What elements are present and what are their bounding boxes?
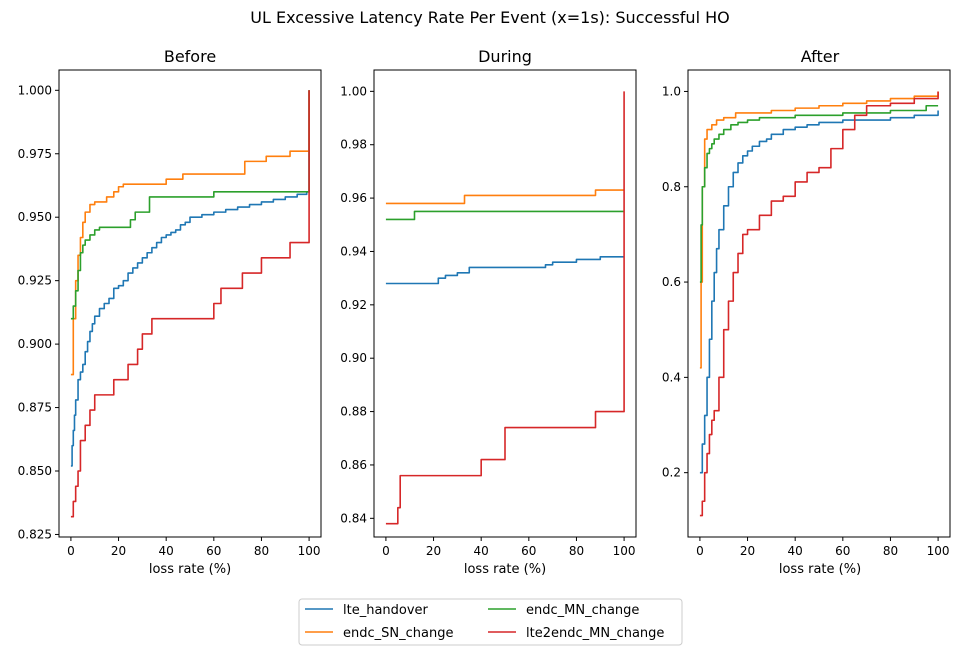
series-line-endc-sn-change-before — [70, 90, 310, 376]
y-tick-label-before: 0.950 — [18, 210, 52, 224]
y-tick-label-before: 0.900 — [18, 337, 52, 351]
x-tick-label-before: 80 — [254, 544, 269, 558]
x-tick-label-before: 20 — [111, 544, 126, 558]
y-tick-label-after: 0.8 — [662, 180, 681, 194]
x-tick-label-during: 0 — [382, 544, 390, 558]
legend: lte_handover endc_SN_change endc_MN_chan… — [298, 598, 683, 646]
y-tick-label-after: 0.2 — [662, 466, 681, 480]
x-axis-label-during: loss rate (%) — [464, 562, 546, 577]
y-tick-label-during: 0.84 — [340, 511, 367, 525]
legend-label-lte-handover: lte_handover — [343, 603, 429, 618]
y-tick-label-before: 0.825 — [18, 527, 52, 541]
x-tick-label-after: 40 — [788, 544, 803, 558]
legend-label-endc-mn-change: endc_MN_change — [526, 603, 639, 618]
panel-after: After loss rate (%) 0 20 40 60 80 100 0.2 0.4 0.… — [662, 47, 951, 577]
y-tick-label-after: 1.0 — [662, 84, 681, 98]
series-group-during — [385, 91, 625, 525]
series-group-before — [70, 90, 310, 518]
y-tick-label-during: 0.94 — [340, 244, 367, 258]
series-line-endc-mn-change-before — [70, 90, 310, 320]
series-group-after — [699, 91, 939, 517]
series-line-endc-mn-change-after — [699, 104, 939, 283]
y-tick-label-before: 0.850 — [18, 464, 52, 478]
x-tick-label-during: 40 — [474, 544, 489, 558]
x-axis-label-after: loss rate (%) — [779, 562, 861, 577]
x-tick-label-during: 80 — [569, 544, 584, 558]
y-tick-label-during: 0.98 — [340, 138, 367, 152]
y-tick-label-during: 0.88 — [340, 405, 367, 419]
axes-frame-during — [373, 69, 637, 538]
x-tick-label-before: 0 — [67, 544, 75, 558]
series-line-endc-sn-change-after — [699, 91, 939, 369]
x-axis-label-before: loss rate (%) — [149, 562, 231, 577]
panel-title-after: After — [801, 47, 840, 66]
x-tick-label-during: 60 — [521, 544, 536, 558]
series-line-lte2endc-mn-change-before — [70, 90, 310, 518]
legend-label-endc-sn-change: endc_SN_change — [343, 626, 453, 641]
y-tick-label-after: 0.6 — [662, 275, 681, 289]
x-tick-label-after: 0 — [696, 544, 704, 558]
series-line-lte-handover-during — [385, 256, 625, 285]
series-line-lte-handover-after — [699, 110, 939, 474]
y-tick-label-before: 1.000 — [18, 83, 52, 97]
x-tick-label-after: 80 — [883, 544, 898, 558]
x-tick-label-during: 20 — [426, 544, 441, 558]
series-line-endc-mn-change-during — [385, 210, 625, 221]
series-line-endc-sn-change-during — [385, 189, 625, 205]
x-tick-label-before: 60 — [206, 544, 221, 558]
series-line-lte-handover-before — [70, 90, 310, 467]
figure-title: UL Excessive Latency Rate Per Event (x=1… — [250, 8, 729, 27]
axes-frame-before — [58, 69, 322, 538]
y-tick-label-before: 0.925 — [18, 274, 52, 288]
x-tick-label-after: 20 — [740, 544, 755, 558]
x-tick-label-before: 100 — [298, 544, 321, 558]
y-tick-label-during: 0.96 — [340, 191, 367, 205]
y-tick-label-after: 0.4 — [662, 370, 681, 384]
panel-before: Before loss rate (%) 0 20 40 60 80 100 0.825 0.… — [18, 47, 322, 577]
series-line-lte2endc-mn-change-during — [385, 91, 625, 525]
series-line-lte2endc-mn-change-after — [699, 91, 939, 517]
x-tick-label-before: 40 — [159, 544, 174, 558]
y-tick-label-during: 0.90 — [340, 351, 367, 365]
x-tick-label-during: 100 — [613, 544, 636, 558]
y-tick-label-during: 1.00 — [340, 84, 367, 98]
legend-frame — [298, 598, 683, 646]
y-tick-label-before: 0.875 — [18, 401, 52, 415]
x-tick-label-after: 100 — [927, 544, 950, 558]
x-tick-label-after: 60 — [835, 544, 850, 558]
panel-title-during: During — [478, 47, 532, 66]
axes-frame-after — [687, 69, 951, 538]
panel-title-before: Before — [164, 47, 216, 66]
panel-during: During loss rate (%) 0 20 40 60 80 100 0.84 0.8… — [340, 47, 637, 577]
legend-label-lte2endc-mn-change: lte2endc_MN_change — [526, 626, 664, 641]
y-tick-label-before: 0.975 — [18, 147, 52, 161]
y-tick-label-during: 0.92 — [340, 298, 367, 312]
y-tick-label-during: 0.86 — [340, 458, 367, 472]
